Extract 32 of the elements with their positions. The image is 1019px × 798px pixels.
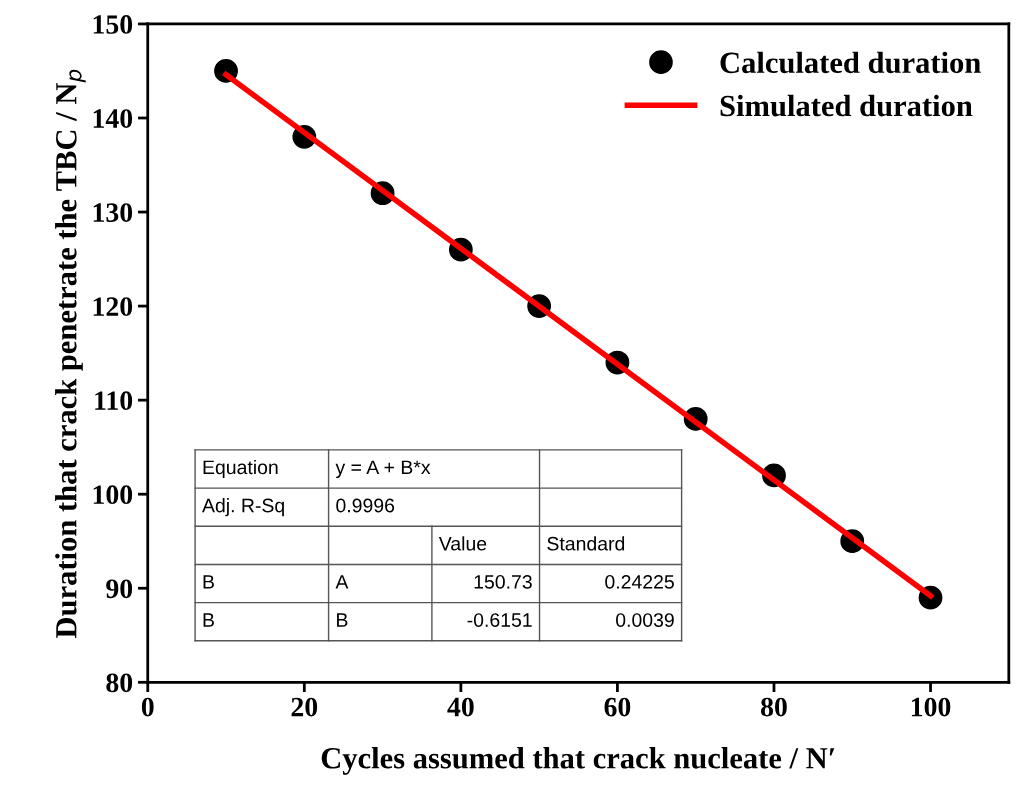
y-tick-label: 100 [93, 485, 133, 505]
annotation: 150.73 [474, 574, 532, 589]
y-tick-label: 80 [106, 673, 133, 693]
y-tick-label: 120 [93, 297, 133, 316]
annotation: A [335, 575, 349, 589]
x-tick-label: 20 [291, 697, 318, 717]
annotation: Value [438, 536, 487, 551]
x-tick-label: 40 [447, 697, 474, 717]
y-tick-label: 130 [93, 203, 133, 222]
annotation: 0.0039 [616, 613, 674, 627]
x-axis-title: Cycles assumed that crack nucleate / N′ [321, 747, 835, 775]
annotation: -0.6151 [467, 613, 532, 627]
annotation: B [337, 613, 348, 627]
annotation: B [203, 613, 214, 627]
y-tick-label: 150 [93, 15, 133, 34]
annotation: Adj. R-Sq [202, 498, 284, 517]
legend-label: Simulated duration [720, 94, 973, 117]
y-tick-label: 140 [93, 109, 133, 128]
x-tick-label: 0 [141, 697, 154, 717]
annotation: B [203, 575, 214, 589]
annotation: Equation [203, 459, 278, 479]
y-tick-label: 110 [95, 391, 133, 411]
legend-label: Calculated duration [720, 51, 981, 74]
x-tick-label: 80 [761, 697, 787, 717]
annotation: y = A + B*x [335, 460, 431, 479]
annotation: Standard [547, 536, 625, 551]
x-tick-label: 60 [604, 697, 631, 717]
y-tick-label: 90 [106, 579, 133, 599]
x-tick-label: 100 [911, 697, 951, 717]
annotation: 0.24225 [605, 574, 674, 589]
annotation: 0.9996 [336, 498, 395, 513]
y-axis-title: Duration that crack penetrate the TBC / N$_{p}$ [55, 69, 86, 638]
